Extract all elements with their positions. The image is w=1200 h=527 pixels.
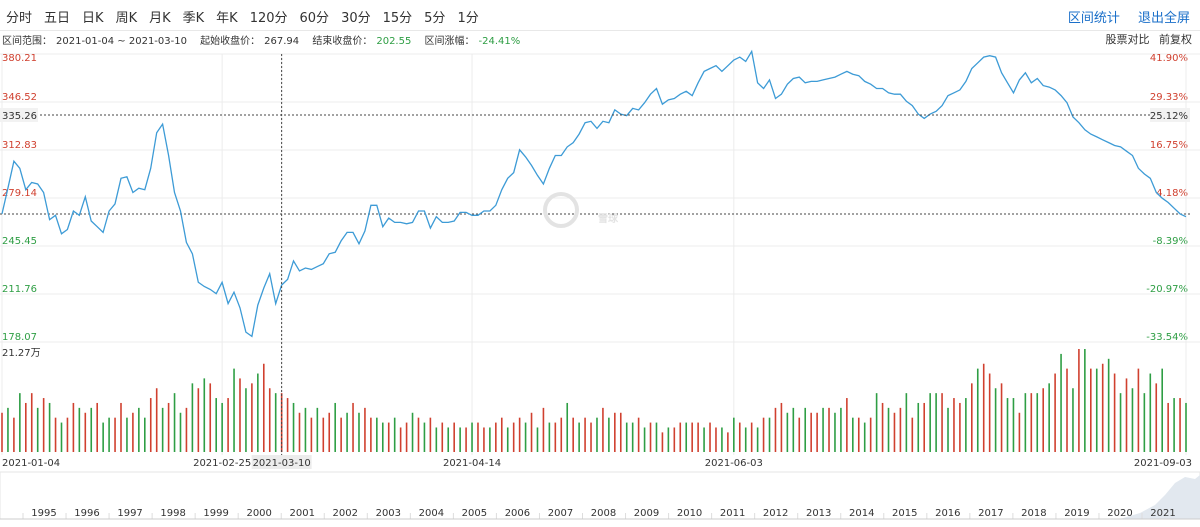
change-value: -24.41% [478,36,521,47]
x-tick-label: 2021-09-03 [1134,458,1192,469]
navigator-year-label: 2005 [462,508,487,519]
navigator-year-label: 2007 [548,508,573,519]
toolbar-actions: 区间统计 退出全屏 [1054,7,1190,26]
navigator-year-label: 2016 [935,508,960,519]
navigator-year-label: 2021 [1150,508,1175,519]
navigator-year-label: 2004 [419,508,444,519]
range-stats-button[interactable]: 区间统计 [1067,11,1120,26]
y-tick-left: 211.76 [2,284,37,295]
start-price-label: 起始收盘价： [200,36,261,47]
navigator-series-area [1120,475,1200,519]
end-price-label: 结束收盘价： [312,36,373,47]
period-tab-12[interactable]: 1分 [457,11,479,26]
watermark: 雪球 [598,212,619,225]
range-info-bar: 区间范围： 2021-01-04 ~ 2021-03-10 起始收盘价： 267.9… [0,31,1200,47]
period-tab-5[interactable]: 季K [182,11,205,26]
period-tab-6[interactable]: 年K [216,11,238,26]
navigator-year-label: 2013 [806,508,831,519]
range-label: 区间范围： [2,36,52,47]
y-tick-left: 346.52 [2,92,37,103]
change-label: 区间涨幅： [424,36,475,47]
period-tabs: 分时 五日 日K 周K 月K 季K 年K 120分 60分 30分 15分 5分 1分 [6,7,491,26]
navigator-year-label: 1998 [160,508,185,519]
navigator-year-label: 2020 [1107,508,1132,519]
y-tick-right: -20.97% [1146,284,1188,295]
period-tab-2[interactable]: 日K [82,11,104,26]
navigator-year-label: 2015 [892,508,917,519]
crosshair-price-box [0,108,38,122]
period-tab-3[interactable]: 周K [115,11,138,26]
navigator-year-label: 1997 [117,508,142,519]
period-tab-7[interactable]: 120分 [249,11,288,26]
price-series-line [1,49,1187,338]
y-tick-right: 29.33% [1150,92,1188,103]
y-tick-right: -33.54% [1146,332,1188,343]
adjust-mode-button[interactable]: 前复权 [1159,33,1192,46]
y-tick-left: 380.21 [2,53,37,64]
x-tick-label: 2021-02-25 [193,458,251,469]
navigator-year-label: 1996 [74,508,99,519]
navigator-year-label: 2009 [634,508,659,519]
navigator-year-label: 2010 [677,508,702,519]
y-tick-right: 41.90% [1150,53,1188,64]
navigator-year-label: 2000 [246,508,271,519]
y-tick-left: 279.14 [2,188,37,199]
navigator-year-label: 2018 [1021,508,1046,519]
navigator-year-label: 2019 [1064,508,1089,519]
navigator-panel[interactable] [0,471,1200,520]
x-tick-label: 2021-01-04 [2,458,60,469]
navigator-year-label: 2011 [720,508,745,519]
period-tab-8[interactable]: 60分 [299,11,330,26]
navigator-year-label: 2008 [591,508,616,519]
navigator-year-label: 2006 [505,508,530,519]
toolbar: 分时 五日 日K 周K 月K 季K 年K 120分 60分 30分 15分 5分 1分 区间统计 退出全… [0,0,1200,31]
navigator-year-label: 2002 [333,508,358,519]
crosshair-pct-box [1150,108,1190,122]
start-price: 267.94 [264,36,300,47]
navigator-year-label: 2017 [978,508,1003,519]
period-tab-4[interactable]: 月K [149,11,171,26]
crosshair-price: 335.26 [2,111,37,122]
y-tick-right: 16.75% [1150,140,1188,151]
y-tick-left: 245.45 [2,236,37,247]
stock-compare-button[interactable]: 股票对比 [1105,33,1150,46]
period-tab-11[interactable]: 5分 [424,11,446,26]
period-tab-1[interactable]: 五日 [44,11,71,26]
x-tick-label: 2021-06-03 [705,458,763,469]
navigator-year-label: 2012 [763,508,788,519]
price-chart[interactable]: 380.21 41.90% 346.52 29.33% 312.83 16.75% 279.… [0,46,1200,527]
y-tick-left: 178.07 [2,332,37,343]
period-tab-0[interactable]: 分时 [6,11,33,26]
y-tick-left: 312.83 [2,140,37,151]
crosshair-pct: 25.12% [1150,111,1188,122]
y-tick-right: -8.39% [1153,236,1188,247]
x-tick-label: 2021-03-10 [253,458,311,469]
navigator-year-label: 2014 [849,508,874,519]
watermark-logo-icon [543,192,579,228]
navigator-year-label: 1995 [31,508,56,519]
period-tab-10[interactable]: 15分 [382,11,413,26]
crosshair-date-box [251,455,312,469]
range-value: 2021-01-04 ~ 2021-03-10 [56,36,187,47]
exit-fullscreen-button[interactable]: 退出全屏 [1137,11,1190,26]
navigator-year-label: 1999 [203,508,228,519]
y-tick-right: 4.18% [1156,188,1188,199]
volume-max-label: 21.27万 [2,348,41,359]
period-tab-9[interactable]: 30分 [341,11,371,26]
navigator-year-label: 2001 [290,508,315,519]
navigator-year-label: 2003 [376,508,401,519]
x-tick-label: 2021-04-14 [443,458,501,469]
end-price: 202.55 [376,36,412,47]
